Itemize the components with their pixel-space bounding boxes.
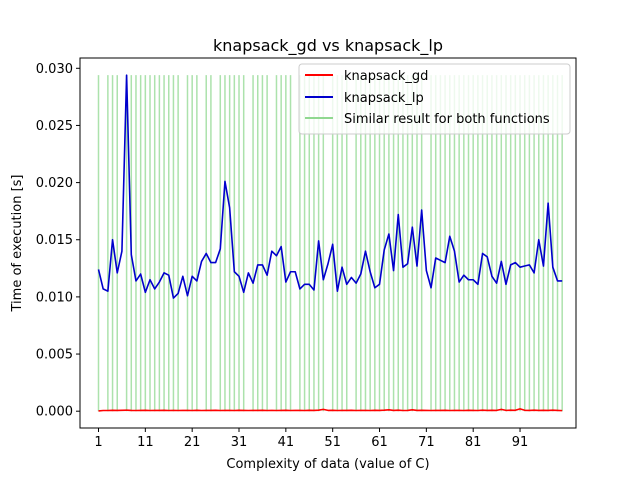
legend-label-knapsack-lp: knapsack_lp bbox=[344, 91, 424, 106]
legend: knapsack_gd knapsack_lp Similar result f… bbox=[298, 63, 571, 135]
chart-title: knapsack_gd vs knapsack_lp bbox=[213, 36, 443, 56]
x-tick-label: 71 bbox=[418, 435, 435, 450]
x-tick-label: 91 bbox=[512, 435, 529, 450]
plot-frame bbox=[79, 57, 577, 429]
series-layer bbox=[97, 74, 563, 412]
y-tick-label: 0.000 bbox=[36, 405, 73, 420]
x-tick-label: 1 bbox=[94, 435, 102, 450]
y-tick-label: 0.025 bbox=[36, 119, 73, 134]
x-tick-label: 41 bbox=[278, 435, 295, 450]
series-line-knapsack-lp bbox=[97, 74, 563, 299]
x-tick-label: 81 bbox=[465, 435, 482, 450]
y-tick-label: 0.015 bbox=[36, 233, 73, 248]
y-axis: 0.000 0.005 0.010 0.015 0.020 0.025 0.030 bbox=[36, 62, 80, 420]
x-tick-label: 61 bbox=[371, 435, 388, 450]
x-axis: 1 11 21 31 41 51 61 71 81 91 bbox=[94, 428, 528, 450]
y-tick-label: 0.010 bbox=[36, 290, 73, 305]
x-tick-label: 51 bbox=[324, 435, 341, 450]
legend-label-similar-result: Similar result for both functions bbox=[344, 112, 550, 127]
series-line-knapsack-gd bbox=[98, 408, 563, 412]
x-tick-label: 21 bbox=[184, 435, 201, 450]
x-tick-label: 31 bbox=[231, 435, 248, 450]
y-tick-label: 0.030 bbox=[36, 62, 73, 77]
legend-label-knapsack-gd: knapsack_gd bbox=[344, 69, 428, 84]
x-tick-label: 11 bbox=[137, 435, 154, 450]
y-tick-label: 0.020 bbox=[36, 176, 73, 191]
legend-box bbox=[298, 63, 571, 135]
x-axis-title: Complexity of data (value of C) bbox=[226, 457, 429, 472]
y-axis-title: Time of execution [s] bbox=[10, 174, 25, 312]
y-tick-label: 0.005 bbox=[36, 348, 73, 363]
